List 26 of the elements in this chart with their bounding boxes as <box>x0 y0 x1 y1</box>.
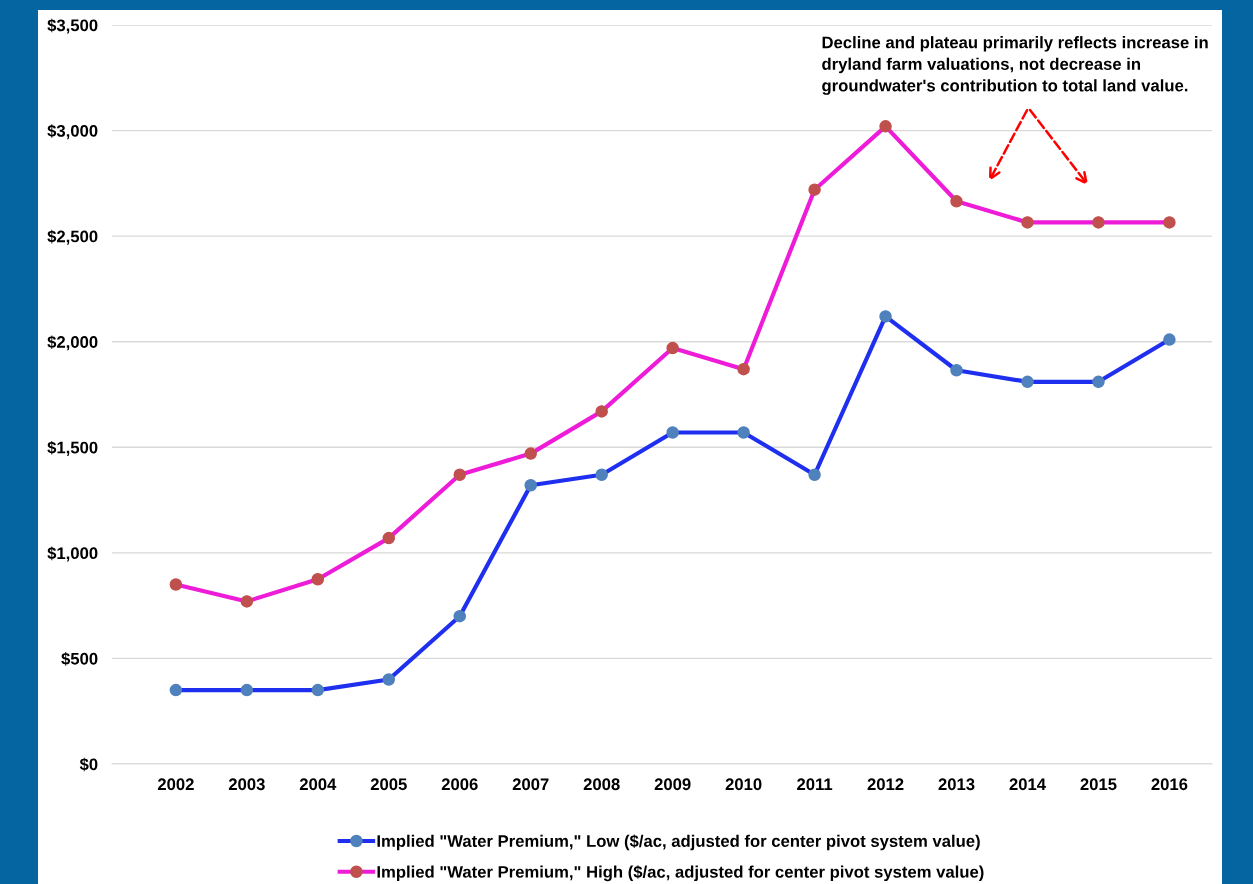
y-tick-label: $1,000 <box>47 546 98 562</box>
x-tick-label: 2013 <box>938 778 975 791</box>
x-tick-label: 2006 <box>441 778 478 791</box>
x-tick-label: 2011 <box>797 778 833 791</box>
x-tick-label: 2002 <box>157 778 194 791</box>
x-tick-label: 2009 <box>654 778 691 791</box>
y-tick-label: $2,000 <box>47 335 98 351</box>
x-tick-label: 2010 <box>725 778 762 791</box>
x-tick-label: 2015 <box>1080 778 1117 791</box>
y-tick-label: $3,500 <box>47 18 98 34</box>
legend-label: Implied "Water Premium," Low ($/ac, adjusted for center pivot system value) <box>377 834 980 851</box>
x-tick-label: 2008 <box>583 778 620 791</box>
x-tick-label: 2014 <box>1009 778 1046 791</box>
annotation: Decline and plateau primarily reflects increase in dryland farm valuations, not decrease in groundwater's contribution to total land value. <box>822 36 1208 95</box>
legend-label: Implied "Water Premium," High ($/ac, adjusted for center pivot system value) <box>377 865 984 882</box>
x-tick-label: 2012 <box>867 778 904 791</box>
x-tick-label: 2003 <box>228 778 265 791</box>
x-tick-label: 2004 <box>299 778 337 791</box>
y-tick-label: $0 <box>79 757 98 772</box>
y-tick-label: $2,500 <box>47 229 98 245</box>
y-tick-label: $500 <box>61 652 98 666</box>
y-tick-label: $1,500 <box>47 440 98 456</box>
x-tick-label: 2005 <box>370 778 407 791</box>
x-tick-label: 2016 <box>1151 778 1188 791</box>
x-tick-label: 2007 <box>512 778 549 791</box>
y-tick-label: $3,000 <box>47 124 98 140</box>
